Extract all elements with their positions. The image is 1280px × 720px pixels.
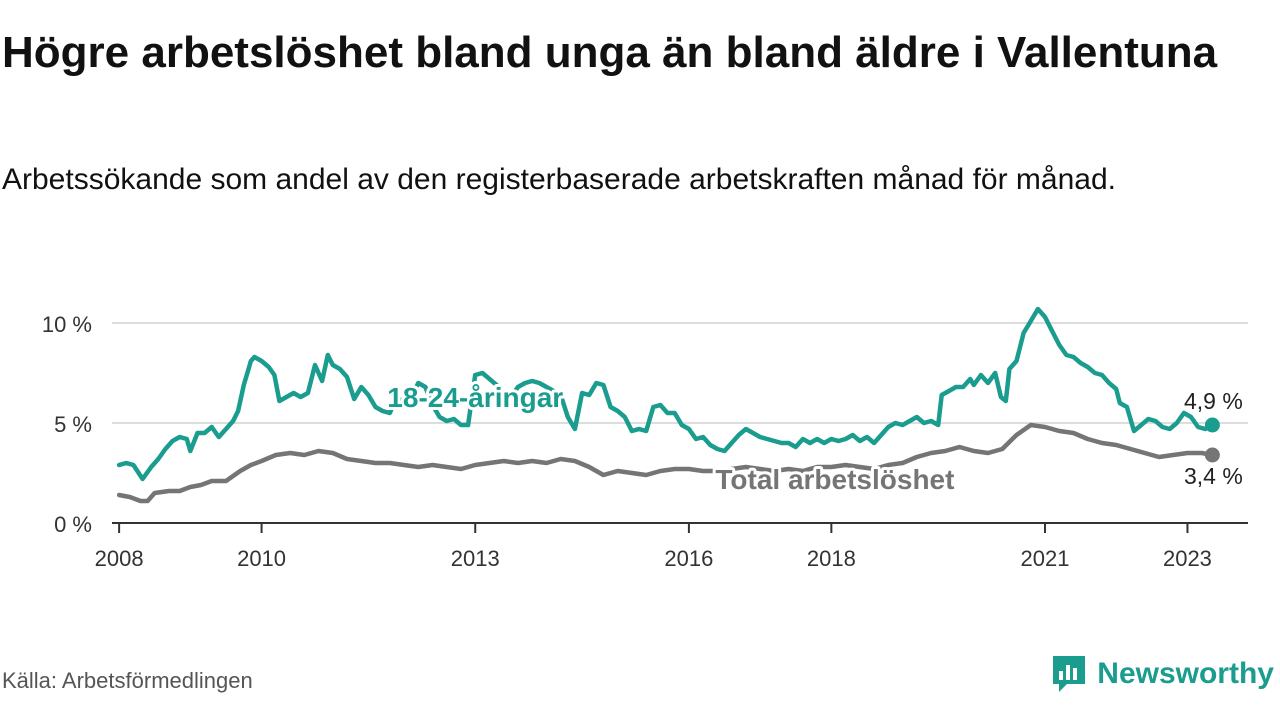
series-lines	[116, 306, 1215, 504]
end-label-total: 3,4 %	[1184, 463, 1243, 489]
series-line-total	[116, 422, 1215, 504]
source-note: Källa: Arbetsförmedlingen	[2, 668, 253, 693]
x-tick-label: 2010	[237, 546, 286, 571]
line-chart: 0 %5 %10 % 2008 2010 2013 2016 2018 2021 2023 …	[42, 306, 1248, 571]
newsworthy-logo-icon	[1053, 656, 1086, 692]
x-tick-label: 2008	[95, 546, 144, 571]
series-labels: 4,9 % 3,4 % 18-24-åringar Total arbetslöshe…	[384, 379, 1243, 498]
series-name-18-24: 18-24-åringar	[387, 382, 563, 413]
y-tick-label: 5 %	[54, 412, 92, 437]
x-tick-label: 2023	[1163, 546, 1212, 571]
chart-title: Högre arbetslöshet bland unga än bland ä…	[2, 28, 1218, 77]
x-tick-label: 2021	[1021, 546, 1070, 571]
end-marker-total	[1204, 447, 1220, 463]
brand-name: Newsworthy	[1097, 657, 1274, 690]
end-marker-18-24	[1204, 417, 1220, 433]
x-tick-label: 2016	[664, 546, 713, 571]
y-axis-labels: 0 % 5 % 10 %	[42, 312, 92, 537]
end-label-18-24: 4,9 %	[1184, 388, 1243, 414]
newsworthy-logo[interactable]: Newsworthy	[1051, 654, 1274, 694]
chart-subtitle: Arbetssökande som andel av den registerb…	[2, 163, 1116, 196]
series-line-18-24	[116, 306, 1215, 482]
x-tick-label: 2013	[451, 546, 500, 571]
y-tick-label: 0 %	[54, 512, 92, 537]
y-tick-label: 10 %	[42, 312, 92, 337]
x-tick-label: 2018	[807, 546, 856, 571]
series-name-total: Total arbetslöshet	[715, 464, 954, 495]
grid-lines	[112, 322, 1248, 424]
x-axis: 2008 2010 2013 2016 2018 2021 2023	[95, 522, 1248, 571]
